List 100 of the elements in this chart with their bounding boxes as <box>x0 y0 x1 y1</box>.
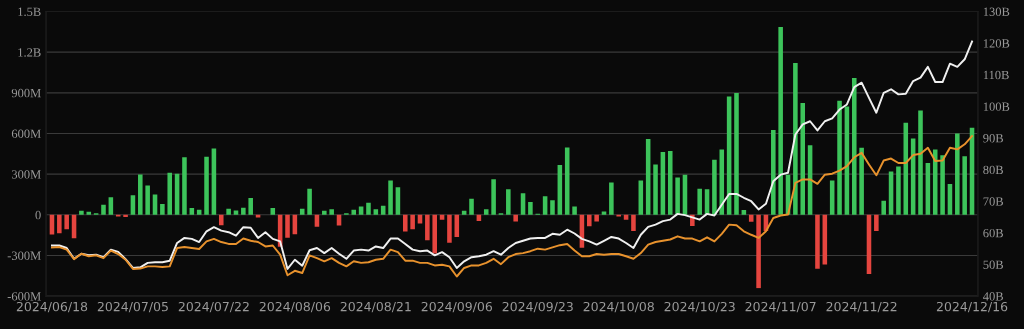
y2-tick-label: 100B <box>983 102 1010 111</box>
bar <box>520 193 526 215</box>
x-tick-label: 2024/12/16 <box>936 301 1008 313</box>
bar <box>800 103 806 215</box>
y-tick-label: 900M <box>11 88 41 98</box>
bar <box>447 214 452 243</box>
bar <box>918 110 923 215</box>
bar <box>388 180 393 215</box>
bar <box>756 214 761 289</box>
y-tick-label: 0 <box>35 210 41 220</box>
bar <box>410 214 415 230</box>
x-tick-label: 2024/09/06 <box>421 301 493 313</box>
bar <box>778 26 783 215</box>
bar <box>204 156 209 215</box>
x-tick-label: 2024/07/05 <box>97 301 168 313</box>
bar <box>932 149 938 215</box>
bar <box>373 209 379 215</box>
y2-tick-label: 120B <box>983 39 1010 48</box>
y2-tick-label: 40B <box>983 292 1004 301</box>
bar <box>881 200 886 215</box>
bar <box>322 210 327 215</box>
bar <box>955 133 960 215</box>
bar <box>402 214 408 232</box>
bar <box>874 214 879 231</box>
bar <box>506 189 511 215</box>
bar <box>270 208 276 215</box>
y-tick-label: 1.5B <box>18 7 41 17</box>
bar <box>218 214 224 226</box>
y-tick-label: -300M <box>7 251 41 260</box>
bar <box>79 210 84 215</box>
bar <box>734 93 739 215</box>
bar <box>108 197 114 215</box>
bar <box>513 214 518 222</box>
bar <box>358 206 364 215</box>
x-tick-label: 2024/07/22 <box>178 301 249 313</box>
bar <box>653 164 658 215</box>
x-tick-label: 2024/09/23 <box>502 301 573 313</box>
bar <box>594 214 599 222</box>
bar <box>255 214 261 218</box>
y2-tick-label: 70B <box>983 197 1004 206</box>
y-tick-label: 600M <box>11 129 41 138</box>
bar <box>859 147 864 215</box>
bar <box>851 78 857 215</box>
x-tick-label: 2024/06/18 <box>16 301 88 313</box>
y2-tick-label: 90B <box>983 134 1004 143</box>
x-tick-label: 2024/08/21 <box>340 301 411 313</box>
bar <box>550 200 555 215</box>
bar <box>123 214 128 218</box>
bar <box>86 211 92 215</box>
x-tick-label: 2024/10/08 <box>583 301 654 313</box>
bar <box>483 209 489 215</box>
bar <box>587 214 592 227</box>
bar <box>145 185 150 215</box>
bar <box>189 208 195 215</box>
y-tick-label: -600M <box>7 292 41 301</box>
bar <box>285 214 290 238</box>
bar <box>962 156 967 215</box>
bar <box>741 210 747 215</box>
bar <box>528 202 533 215</box>
bar <box>542 196 548 215</box>
y2-tick-label: 60B <box>983 228 1004 238</box>
bar <box>697 188 702 215</box>
bar <box>425 214 430 241</box>
bar <box>64 214 69 230</box>
bar <box>130 195 136 215</box>
bar <box>771 130 776 215</box>
y-tick-label: 1.2B <box>18 48 41 57</box>
bar <box>233 210 239 215</box>
bar <box>631 214 636 231</box>
x-tick-label: 2024/10/23 <box>664 301 735 313</box>
bar <box>182 157 187 215</box>
bar <box>896 166 901 215</box>
x-tick-label: 2024/08/06 <box>259 301 331 313</box>
bar <box>675 177 680 215</box>
y2-tick-label: 80B <box>983 165 1004 175</box>
bar <box>248 197 253 215</box>
y2-tick-label: 50B <box>983 260 1004 269</box>
x-tick-label: 2024/11/22 <box>826 301 897 313</box>
bar <box>609 182 614 215</box>
bar <box>793 62 798 215</box>
bar <box>226 208 231 215</box>
bar <box>719 149 725 215</box>
bar <box>837 100 842 215</box>
bar <box>940 155 945 215</box>
y-tick-label: 300M <box>11 170 41 179</box>
bar <box>138 174 143 215</box>
y2-tick-label: 110B <box>983 70 1009 80</box>
line-series <box>51 135 973 278</box>
bar <box>241 207 246 215</box>
bar <box>307 188 312 215</box>
bar <box>572 206 577 215</box>
bar <box>667 150 673 215</box>
x-tick-label: 2024/11/07 <box>745 301 816 313</box>
bar <box>351 209 357 215</box>
bar <box>815 214 820 269</box>
bar <box>432 214 437 254</box>
bar <box>299 208 305 215</box>
bar <box>366 202 371 215</box>
bar <box>491 179 496 215</box>
bar <box>469 198 474 215</box>
